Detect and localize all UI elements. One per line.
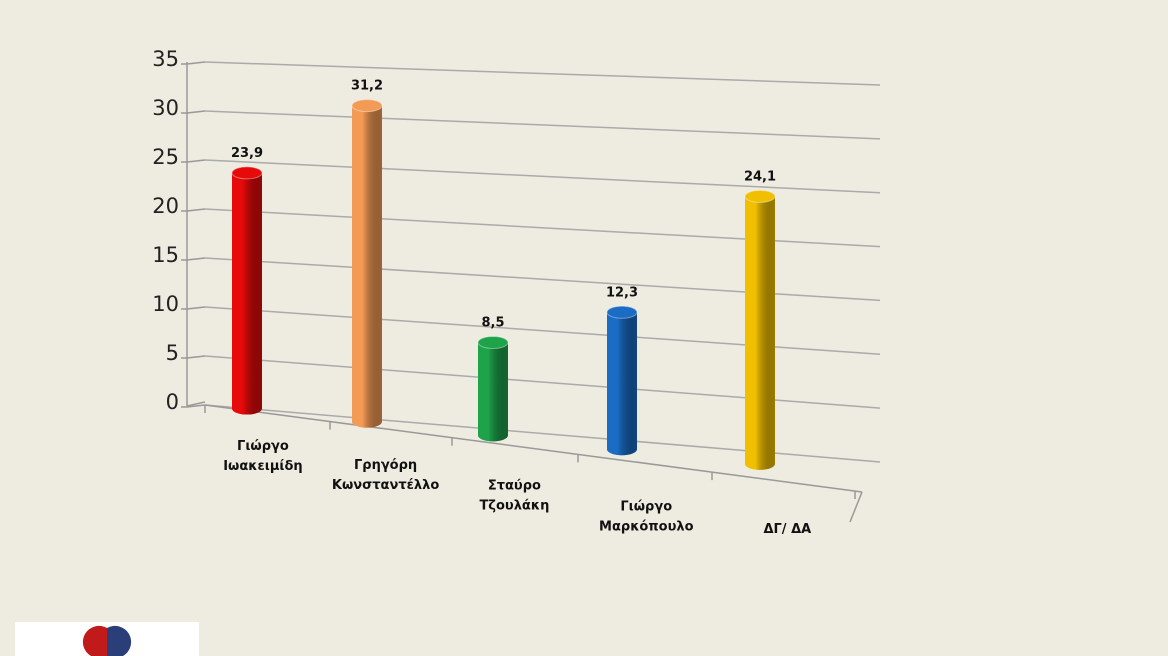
grid-line (204, 404, 881, 463)
grid-line (186, 306, 206, 310)
grid-line (204, 61, 881, 86)
value-label: 12,3 (606, 285, 638, 300)
y-tick-label: 10 (152, 292, 179, 316)
y-tick-label: 15 (152, 243, 179, 267)
y-axis-depth (186, 401, 206, 407)
y-tick-label: 20 (152, 194, 179, 218)
y-tick-label: 35 (152, 47, 179, 71)
bar-shade (478, 336, 508, 442)
grid-line (204, 159, 881, 194)
bar-cap (744, 189, 776, 203)
y-tick-label: 25 (152, 145, 179, 169)
logo-icon (82, 625, 107, 656)
x-tick-label: Γιώργο Μαρκόπουλο (599, 500, 694, 535)
x-tick-label-line: Γιώργο (237, 439, 289, 454)
y-tick-label: 0 (166, 390, 179, 414)
bar-shade (607, 306, 637, 456)
x-tick-label: Γρηγόρη Κωνσταντέλλο (332, 458, 439, 493)
bar-cap (477, 335, 509, 349)
x-tick-label-line: Ιωακειμίδη (223, 459, 302, 474)
x-axis (204, 404, 863, 493)
x-tick-label-line: Γιώργο (620, 500, 672, 515)
value-label: 31,2 (351, 79, 383, 94)
logo-icon (107, 625, 132, 656)
x-tick-label-line: Μαρκόπουλο (599, 520, 694, 535)
x-axis-right (849, 491, 863, 523)
grid-line (186, 110, 206, 114)
bar-cap (351, 99, 383, 113)
bar-shade (745, 190, 775, 470)
grid-line (204, 208, 881, 248)
x-tick-label-line: Τζουλάκη (479, 499, 549, 514)
value-label: 8,5 (481, 315, 504, 330)
x-tick-label-line: Γρηγόρη (354, 458, 417, 473)
grid-line (186, 61, 206, 65)
grid-line (186, 404, 206, 408)
x-tick-label-line: ΔΓ/ ΔΑ (763, 522, 811, 537)
grid-line (204, 306, 881, 356)
grid-line (186, 257, 206, 261)
x-tick-label-line: Σταύρο (488, 479, 541, 494)
grid-line (186, 159, 206, 163)
x-tick-label: Γιώργο Ιωακειμίδη (223, 439, 302, 474)
bar-cap (231, 166, 263, 180)
bar-shade (352, 99, 382, 428)
grid-line (204, 110, 881, 140)
bar-cap (606, 305, 638, 319)
grid-line (186, 355, 206, 359)
value-label: 23,9 (231, 146, 263, 161)
y-tick-label: 5 (166, 341, 179, 365)
x-tick-label: ΔΓ/ ΔΑ (763, 522, 811, 537)
x-tick-label-line: Κωνσταντέλλο (332, 478, 439, 493)
grid-line (204, 257, 881, 302)
x-tick-label: Σταύρο Τζουλάκη (479, 479, 549, 514)
y-tick-label: 30 (152, 96, 179, 120)
value-label: 24,1 (744, 169, 776, 184)
bar-shade (232, 166, 262, 415)
grid-line (204, 355, 881, 409)
grid-line (186, 208, 206, 212)
